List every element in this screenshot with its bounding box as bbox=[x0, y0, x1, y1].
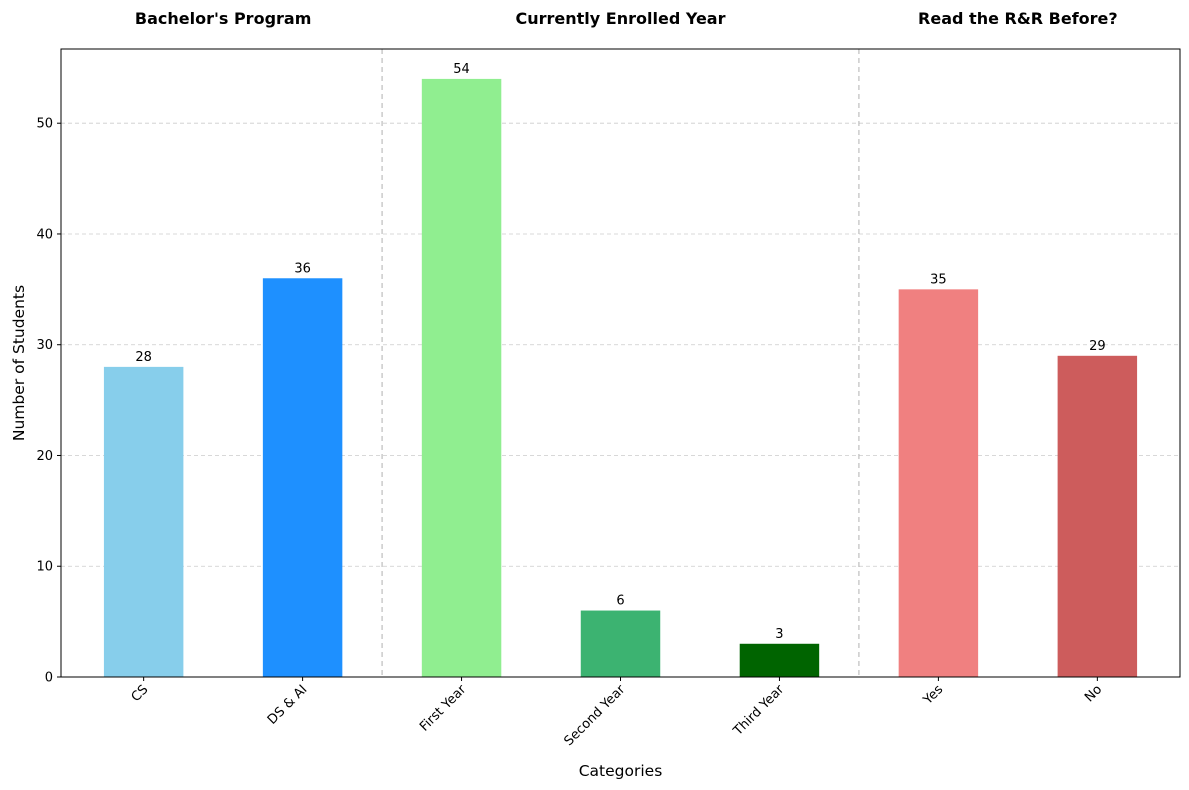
group-title: Read the R&R Before? bbox=[918, 9, 1118, 28]
x-axis-label: Categories bbox=[579, 762, 663, 780]
y-axis-label: Number of Students bbox=[10, 285, 28, 441]
bar bbox=[739, 643, 820, 677]
y-tick-label: 30 bbox=[36, 338, 53, 353]
x-tick-label: DS & AI bbox=[265, 682, 311, 728]
x-tick-label: Third Year bbox=[730, 682, 788, 740]
group-separators bbox=[381, 49, 860, 677]
data-label: 54 bbox=[453, 62, 470, 77]
data-label: 6 bbox=[616, 594, 624, 609]
plot-frame bbox=[60, 48, 1181, 678]
x-tick-label: First Year bbox=[417, 682, 470, 735]
y-axis-ticks: 0 10 20 30 40 50 bbox=[36, 117, 61, 686]
x-tick-label: CS bbox=[129, 682, 152, 705]
x-tick-label: No bbox=[1082, 682, 1105, 705]
bar bbox=[262, 278, 343, 677]
data-labels: 28 36 54 6 3 35 29 bbox=[135, 62, 1105, 642]
x-axis-ticks: CS DS & AI First Year Second Year Third Year… bbox=[129, 677, 1105, 749]
bar bbox=[103, 366, 184, 677]
group-titles: Bachelor's Program Currently Enrolled Yea… bbox=[135, 9, 1118, 28]
bar bbox=[1057, 355, 1138, 677]
bars bbox=[103, 78, 1138, 677]
y-tick-label: 0 bbox=[45, 671, 53, 686]
group-title: Bachelor's Program bbox=[135, 9, 312, 28]
data-label: 35 bbox=[930, 272, 947, 287]
bar bbox=[421, 78, 502, 677]
group-title: Currently Enrolled Year bbox=[516, 9, 726, 28]
x-tick-label: Yes bbox=[920, 682, 946, 708]
y-tick-label: 10 bbox=[36, 560, 53, 575]
grid-lines bbox=[61, 122, 1180, 567]
data-label: 3 bbox=[775, 627, 783, 642]
y-tick-label: 50 bbox=[36, 117, 53, 132]
data-label: 29 bbox=[1089, 339, 1106, 354]
bar bbox=[898, 289, 979, 677]
data-label: 36 bbox=[294, 261, 311, 276]
y-tick-label: 20 bbox=[36, 449, 53, 464]
y-tick-label: 40 bbox=[36, 227, 53, 242]
data-label: 28 bbox=[135, 350, 152, 365]
x-tick-label: Second Year bbox=[562, 682, 629, 749]
bar bbox=[580, 610, 661, 677]
